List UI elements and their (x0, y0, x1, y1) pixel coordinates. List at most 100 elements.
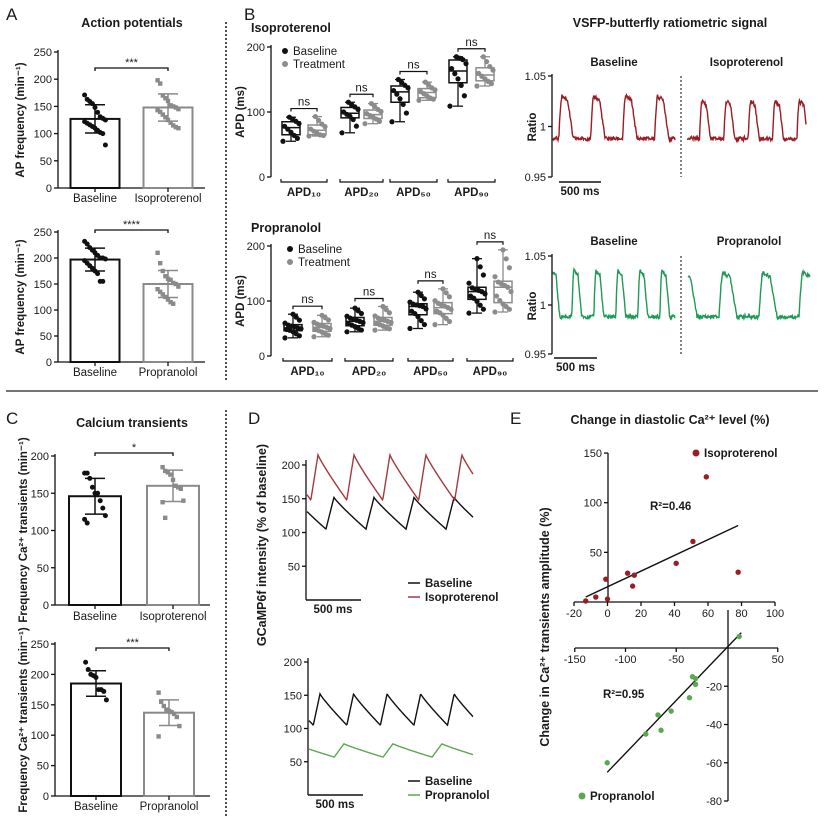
data-point (494, 293, 500, 299)
data-point (466, 310, 472, 316)
y-tick-label: 250 (31, 639, 49, 651)
x-category-label: APD₁₀ (290, 366, 324, 378)
y-axis-label: APD (ms) (235, 275, 247, 327)
y-axis-label: Ratio (527, 292, 539, 321)
data-point (593, 594, 599, 600)
group-bracket (344, 358, 394, 362)
data-point (383, 307, 389, 313)
data-point (447, 103, 453, 109)
data-point (176, 485, 181, 490)
significance-bracket (457, 48, 486, 52)
data-point (353, 123, 359, 129)
data-point (469, 285, 475, 291)
legend-marker (282, 48, 288, 54)
regression-line (606, 632, 742, 773)
y-tick-label: 100 (34, 305, 52, 317)
data-point (160, 93, 165, 98)
data-point (89, 484, 95, 490)
data-point (480, 272, 486, 278)
data-point (163, 515, 168, 521)
y-tick-label: 200 (31, 451, 49, 463)
bar-propranolol (143, 711, 195, 797)
data-point (735, 569, 741, 575)
data-point (503, 256, 509, 262)
data-point (418, 292, 424, 299)
x-tick-label: 20 (635, 608, 647, 620)
data-point (703, 474, 710, 480)
x-tick-label: Baseline (74, 801, 118, 813)
ratio-trace-isoproterenol (686, 97, 807, 144)
x-tick-label: Baseline (73, 193, 117, 205)
data-point (290, 311, 296, 317)
y-tick-label: 100 (284, 724, 302, 736)
panel-letter: E (510, 409, 521, 428)
data-point (171, 104, 176, 109)
y-tick-label: 150 (34, 279, 52, 291)
y-tick-label: 0 (43, 600, 49, 612)
bar-isoproterenol (146, 484, 200, 606)
x-tick-label: 80 (735, 608, 747, 620)
data-point (500, 301, 506, 307)
data-point (339, 130, 345, 136)
legend-label: Propranolol (590, 791, 655, 803)
significance-label: ns (424, 269, 436, 281)
data-point (176, 125, 181, 131)
legend-marker (692, 449, 700, 457)
data-point (168, 300, 173, 305)
data-point (176, 284, 181, 289)
significance-label: * (132, 442, 137, 454)
panel-letter: C (6, 409, 18, 428)
chart-title: Action potentials (81, 16, 182, 30)
data-point (736, 633, 742, 640)
y-axis-label: AP frequency (min⁻¹) (15, 239, 27, 354)
data-point (84, 470, 90, 476)
data-point (165, 297, 171, 302)
data-point (319, 312, 325, 318)
bar-baseline (70, 682, 122, 798)
y-tick-label: 150 (284, 690, 302, 702)
y-tick-label: 250 (34, 47, 52, 59)
data-point (604, 760, 610, 766)
data-point (103, 697, 109, 703)
data-point (403, 110, 409, 116)
x-tick-label: 50 (772, 654, 784, 666)
data-point (604, 596, 611, 602)
data-point (350, 116, 356, 123)
significance-label: ns (484, 230, 496, 242)
legend-marker (578, 792, 586, 800)
significance-bracket (417, 280, 444, 284)
significance-bracket (94, 229, 169, 233)
data-point (374, 320, 380, 327)
bar-baseline (69, 258, 121, 363)
data-point (158, 289, 163, 294)
data-point (468, 293, 474, 299)
data-point (452, 71, 458, 77)
data-point (690, 538, 696, 545)
data-point (284, 326, 290, 333)
data-point (169, 709, 174, 715)
data-point (418, 89, 424, 95)
legend-label: Isoproterenol (425, 592, 498, 604)
y-tick-label: 50 (40, 156, 52, 168)
data-point (316, 117, 322, 123)
y-tick-label: -20 (706, 681, 722, 693)
y-tick-label: 50 (288, 561, 300, 573)
x-category-label: APD₁₀ (287, 187, 321, 199)
scale-bar-label: 500 ms (313, 604, 352, 616)
data-point (168, 103, 173, 108)
legend-label: Treatment (298, 257, 351, 269)
chart-title: VSFP-butterfly ratiometric signal (573, 16, 767, 30)
significance-bracket (94, 452, 174, 456)
x-category-label: APD₅₀ (396, 187, 431, 199)
data-point (155, 250, 160, 255)
intensity-trace-isoproterenol (306, 452, 474, 502)
significance-label: *** (126, 637, 140, 649)
data-point (345, 99, 351, 105)
data-point (434, 308, 440, 314)
data-point (446, 318, 452, 325)
data-point (500, 247, 506, 253)
ratio-trace-propranolol (687, 268, 811, 322)
data-point (313, 327, 319, 333)
condition-title: Propranolol (717, 236, 782, 248)
